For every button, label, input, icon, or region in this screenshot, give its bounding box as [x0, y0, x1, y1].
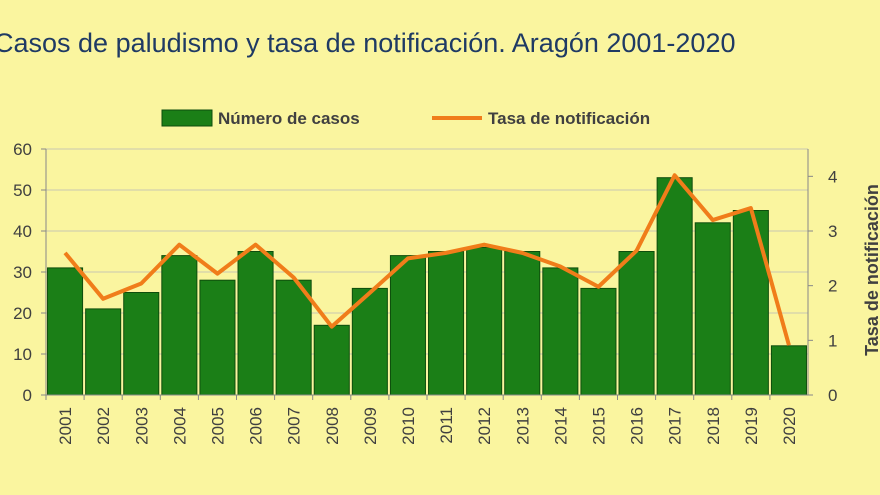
y-tick-label: 30: [13, 263, 32, 282]
y-tick-label: 20: [13, 304, 32, 323]
x-tick-label: 2017: [666, 407, 685, 445]
y2-tick-label: 2: [828, 277, 837, 296]
bar: [237, 251, 274, 396]
x-tick-label: 2018: [704, 407, 723, 445]
y2-tick-label: 3: [828, 222, 837, 241]
y2-tick-label: 0: [828, 386, 837, 405]
chart-title: Casos de paludismo y tasa de notificació…: [0, 28, 736, 58]
y-tick-label: 60: [13, 140, 32, 159]
bar: [732, 210, 769, 396]
bar: [694, 222, 731, 396]
y2-tick-label: 1: [828, 331, 837, 350]
bar: [504, 251, 541, 396]
y2-axis-label: Tasa de notificación: [862, 184, 880, 356]
legend-label: Tasa de notificación: [488, 109, 650, 128]
x-tick-label: 2011: [437, 407, 456, 444]
bar: [428, 251, 465, 396]
x-tick-label: 2008: [323, 407, 342, 445]
x-tick-label: 2016: [628, 407, 647, 445]
y-tick-label: 10: [13, 345, 32, 364]
x-tick-label: 2020: [780, 407, 799, 445]
bar: [542, 267, 579, 396]
y2-tick-label: 4: [828, 167, 837, 186]
bar: [770, 345, 807, 396]
bar: [313, 324, 350, 396]
bar: [123, 292, 160, 396]
legend-swatch: [161, 109, 213, 127]
x-tick-label: 2007: [285, 407, 304, 445]
x-tick-label: 2006: [247, 407, 266, 445]
x-tick-label: 2009: [361, 407, 380, 445]
bar: [618, 251, 655, 396]
y-tick-label: 50: [13, 181, 32, 200]
y-tick-label: 0: [23, 386, 32, 405]
x-tick-label: 2013: [513, 407, 532, 445]
bar: [275, 279, 312, 396]
x-tick-label: 2004: [170, 407, 189, 445]
bar: [85, 308, 122, 396]
bar: [656, 177, 693, 396]
x-tick-label: 2002: [94, 407, 113, 445]
bar: [199, 279, 236, 396]
bar: [580, 287, 617, 396]
legend-label: Número de casos: [218, 109, 360, 128]
bar: [389, 255, 426, 396]
line: [63, 173, 791, 346]
x-tick-label: 2010: [399, 407, 418, 445]
bar: [466, 246, 503, 396]
bar: [47, 267, 84, 396]
x-tick-label: 2015: [589, 407, 608, 445]
x-tick-label: 2005: [208, 407, 227, 445]
x-tick-label: 2014: [551, 407, 570, 445]
x-tick-label: 2001: [56, 407, 75, 445]
x-tick-label: 2012: [475, 407, 494, 445]
bar: [351, 287, 388, 396]
x-tick-label: 2019: [742, 407, 761, 445]
y-tick-label: 40: [13, 222, 32, 241]
x-tick-label: 2003: [132, 407, 151, 445]
bar: [161, 255, 198, 396]
